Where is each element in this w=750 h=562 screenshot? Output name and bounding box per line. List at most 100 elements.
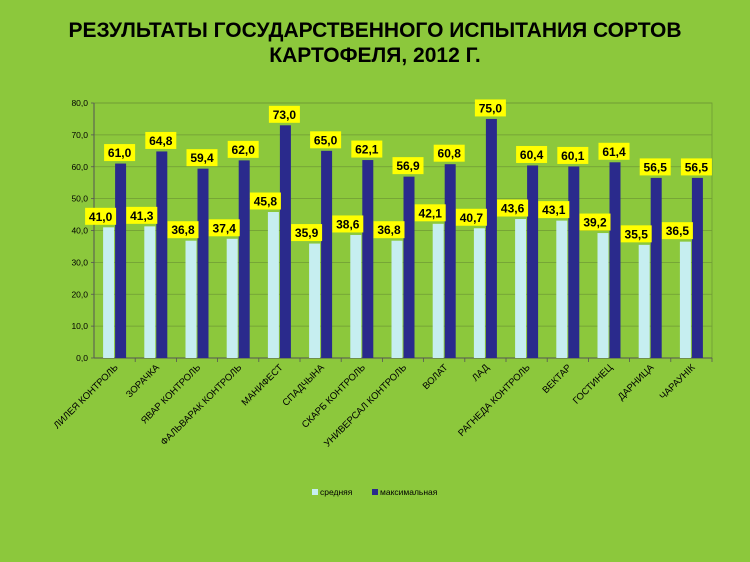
bar-maximum xyxy=(527,165,539,358)
bar-maximum xyxy=(197,168,209,358)
bar-maximum xyxy=(403,176,415,358)
data-label: 56,5 xyxy=(644,160,668,174)
x-tick-label: ВЕКТАР xyxy=(540,362,573,395)
data-label-box xyxy=(208,219,240,237)
chart-title: РЕЗУЛЬТАТЫ ГОСУДАРСТВЕННОГО ИСПЫТАНИЯ СО… xyxy=(0,18,750,68)
data-label-box xyxy=(268,105,300,123)
bar-maximum xyxy=(115,163,127,358)
bar-average xyxy=(638,244,650,358)
chart-title-line-2: КАРТОФЕЛЯ, 2012 Г. xyxy=(269,44,481,67)
data-label: 35,5 xyxy=(625,227,649,241)
data-label-box xyxy=(373,221,405,239)
data-label-box xyxy=(516,145,548,163)
data-label: 62,1 xyxy=(355,143,379,157)
x-tick-label: МАНИФЕСТ xyxy=(240,362,286,408)
data-label: 39,2 xyxy=(583,216,607,230)
data-label: 75,0 xyxy=(479,101,503,115)
y-tick-label: 60,0 xyxy=(71,162,88,172)
bar-maximum xyxy=(568,166,580,358)
data-label-box xyxy=(126,206,158,224)
x-tick-label: РАГНЕДА КОНТРОЛЬ xyxy=(456,362,532,438)
data-label-box xyxy=(227,140,259,158)
y-tick-label: 70,0 xyxy=(71,130,88,140)
data-label: 41,3 xyxy=(130,209,154,223)
chart-title-line-1: РЕЗУЛЬТАТЫ ГОСУДАРСТВЕННОГО ИСПЫТАНИЯ СО… xyxy=(68,19,682,42)
data-label-box xyxy=(497,199,529,217)
bar-maximum xyxy=(362,160,374,358)
data-label: 43,6 xyxy=(501,202,525,216)
y-tick-label: 0,0 xyxy=(76,353,88,363)
bar-average xyxy=(144,226,156,358)
x-tick-label: ГОСТИНЕЦ xyxy=(571,362,615,406)
data-label: 40,7 xyxy=(460,211,484,225)
data-label-box xyxy=(433,144,465,162)
data-label-box xyxy=(538,201,570,219)
bar-average xyxy=(597,233,609,358)
bar-average xyxy=(679,241,691,358)
data-label: 60,4 xyxy=(520,148,544,162)
bar-average xyxy=(473,228,485,358)
y-tick-label: 30,0 xyxy=(71,257,88,267)
data-label-box xyxy=(291,224,323,242)
data-label-box xyxy=(598,142,630,160)
bar-maximum xyxy=(485,118,497,358)
data-label: 43,1 xyxy=(542,203,566,217)
bar-average xyxy=(226,238,238,358)
data-label: 61,0 xyxy=(108,146,132,160)
data-label: 56,9 xyxy=(396,159,420,173)
y-tick-label: 10,0 xyxy=(71,321,88,331)
x-tick-label: ВОЛАТ xyxy=(421,362,451,392)
y-tick-label: 40,0 xyxy=(71,226,88,236)
data-label-box xyxy=(680,158,712,176)
bar-average xyxy=(185,240,197,358)
x-tick-label: ЗОРАЧКА xyxy=(124,362,162,400)
data-label-box xyxy=(620,225,652,243)
bar-maximum xyxy=(156,151,168,358)
bar-average xyxy=(432,223,444,358)
legend-label: средняя xyxy=(320,487,353,497)
data-label-box xyxy=(332,215,364,233)
data-label: 59,4 xyxy=(190,151,214,165)
x-tick-label: ФАЛЬВАРАК КОНТРОЛЬ xyxy=(159,362,245,448)
bar-maximum xyxy=(321,150,333,358)
data-label: 36,8 xyxy=(171,223,195,237)
x-tick-label: ЛАД xyxy=(470,362,492,384)
data-label-box xyxy=(145,131,177,149)
bar-average xyxy=(391,240,403,358)
data-label: 36,5 xyxy=(666,224,690,238)
data-label: 60,8 xyxy=(438,147,462,161)
data-label: 36,8 xyxy=(377,223,401,237)
data-label: 37,4 xyxy=(213,221,237,235)
y-tick-label: 20,0 xyxy=(71,289,88,299)
bar-average xyxy=(309,243,321,358)
data-label: 73,0 xyxy=(273,108,297,122)
data-label-box xyxy=(579,213,611,231)
bar-maximum xyxy=(691,177,703,358)
x-tick-label: ЧАРАУНІК xyxy=(658,362,698,402)
data-label-box xyxy=(661,222,693,240)
bar-average xyxy=(267,212,279,358)
data-label-box xyxy=(351,140,383,158)
bar-average xyxy=(515,219,527,358)
bar-maximum xyxy=(279,125,291,358)
data-label: 60,1 xyxy=(561,149,585,163)
x-tick-label: ЛИЛЕЯ КОНТРОЛЬ xyxy=(52,362,121,431)
x-tick-label: УНИВЕРСАЛ КОНТРОЛЬ xyxy=(322,362,409,449)
data-label-box xyxy=(474,99,506,117)
bar-maximum xyxy=(609,162,621,358)
data-label: 42,1 xyxy=(419,206,443,220)
data-label-box xyxy=(167,221,199,239)
data-label: 56,5 xyxy=(685,160,709,174)
data-label-box xyxy=(186,149,218,167)
bar-average xyxy=(350,234,362,358)
data-label: 65,0 xyxy=(314,133,338,147)
data-label-box xyxy=(310,131,342,149)
data-label-box xyxy=(104,144,136,162)
y-tick-label: 50,0 xyxy=(71,194,88,204)
bar-maximum xyxy=(238,160,250,358)
bar-maximum xyxy=(650,177,662,358)
data-label-box xyxy=(414,204,446,222)
x-tick-label: ДАРНИЦА xyxy=(616,362,657,403)
